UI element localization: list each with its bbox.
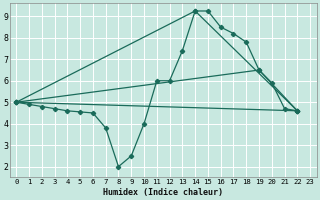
X-axis label: Humidex (Indice chaleur): Humidex (Indice chaleur) — [103, 188, 223, 197]
